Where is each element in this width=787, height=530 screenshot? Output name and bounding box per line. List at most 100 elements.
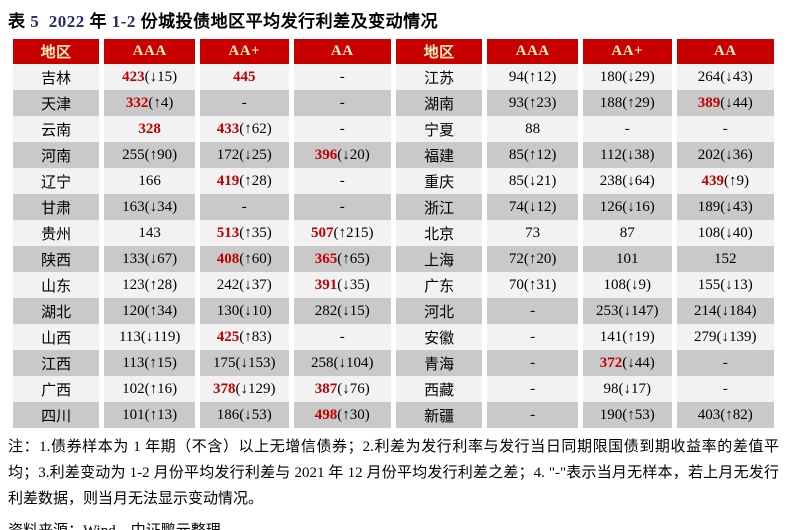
spread-change: (↑28) — [144, 276, 178, 293]
spread-value: 120 — [122, 302, 145, 319]
spread-value: 408 — [216, 250, 240, 267]
spread-cell: 73 — [487, 220, 579, 246]
spread-value: 186 — [216, 406, 240, 423]
spread-value: - — [339, 172, 345, 189]
spread-change: (↓17) — [618, 380, 652, 397]
spread-value: 141 — [599, 328, 623, 345]
spread-change: (↑19) — [622, 328, 655, 345]
spread-change: (↓10) — [239, 302, 272, 319]
table-row: 四川 101(↑13) 186(↓53) 498(↑30) 新疆 -190(↑53) 403… — [13, 402, 774, 428]
region-cell: 北京 — [395, 220, 483, 246]
table-row: 广西 102(↑16) 378(↓129) 387(↓76) 西藏 -98(↓17) - — [13, 376, 774, 402]
spread-cell: 113(↑15) — [104, 350, 196, 376]
column-header-region: 地区 — [13, 39, 100, 64]
spread-change: (↓12) — [523, 198, 557, 215]
title-segment: 1-2 — [111, 12, 136, 31]
spread-cell: 113(↓119) — [104, 324, 196, 350]
spread-cell: 408(↑60) — [200, 246, 289, 272]
spread-value: 172 — [216, 146, 240, 163]
table-row: 吉林 423(↓15) 445- 江苏 94(↑12) 180(↓29) 264(↓43) — [13, 64, 774, 90]
region-cell: 湖南 — [395, 90, 483, 116]
spread-change: (↓21) — [523, 172, 557, 189]
spread-change: (↑16) — [144, 380, 178, 397]
spread-change: (↑23) — [523, 94, 557, 111]
table-row: 湖北 120(↑34) 130(↓10) 282(↓15) 河北 -253(↓147) 21… — [13, 298, 774, 324]
spread-value: 391 — [314, 276, 338, 293]
spread-cell: 70(↑31) — [487, 272, 579, 298]
table-row: 山东 123(↑28) 242(↓37) 391(↓35) 广东 70(↑31) 108(↓… — [13, 272, 774, 298]
column-header-rating: AA+ — [200, 39, 289, 64]
title-segment: 2022 — [48, 12, 85, 31]
spread-change: (↓184) — [716, 302, 757, 319]
spread-change: (↓64) — [622, 172, 655, 189]
table-notes: 注：1.债券样本为 1 年期（不含）以上无增信债券；2.利差为发行利率与发行当日… — [8, 439, 779, 507]
spread-cell: 332(↑4) — [104, 90, 196, 116]
spread-value: 180 — [599, 68, 623, 85]
spread-change: (↓44) — [622, 354, 655, 371]
spread-cell: 255(↑90) — [104, 142, 196, 168]
data-source: 资料来源：Wind，中证鹏元整理 — [8, 519, 779, 530]
spread-cell: 175(↓153) — [200, 350, 289, 376]
title-segment: 份城投债地区平均发行利差及变动情况 — [135, 12, 439, 31]
spread-value: 242 — [216, 276, 240, 293]
spread-value: 85 — [508, 146, 524, 163]
spread-cell: - — [293, 168, 391, 194]
spread-change: (↑13) — [144, 406, 178, 423]
spread-value: 175 — [213, 354, 236, 371]
spread-cell: - — [583, 116, 672, 142]
spread-value: 112 — [600, 146, 622, 163]
spread-change: (↓29) — [622, 68, 655, 85]
spread-value: 72 — [508, 250, 524, 267]
spread-value: 190 — [599, 406, 623, 423]
table-title: 表 5 2022 年 1-2 份城投债地区平均发行利差及变动情况 — [8, 7, 779, 32]
spread-change: (↓36) — [720, 146, 753, 163]
region-cell: 甘肃 — [13, 194, 100, 220]
spread-cell: 264(↓43) — [676, 64, 774, 90]
spread-cell: - — [293, 64, 391, 90]
spread-cell: - — [293, 116, 391, 142]
region-cell: 吉林 — [13, 64, 100, 90]
spread-value: 101 — [616, 250, 639, 267]
spread-cell: 253(↓147) — [583, 298, 672, 324]
table-row: 山西 113(↓119) 425(↑83) - 安徽 -141(↑19) 279(↓139) — [13, 324, 774, 350]
spread-cell: 108(↓9) — [583, 272, 672, 298]
spread-value: 101 — [122, 406, 145, 423]
spread-cell: 328 — [104, 116, 196, 142]
spread-cell: 98(↓17) — [583, 376, 672, 402]
spread-change: (↓44) — [720, 94, 753, 111]
spread-cell: 423(↓15) — [104, 64, 196, 90]
spread-value: 152 — [714, 250, 737, 267]
spread-value: 108 — [697, 224, 721, 241]
region-cell: 湖北 — [13, 298, 100, 324]
region-cell: 广西 — [13, 376, 100, 402]
spread-cell: 498(↑30) — [293, 402, 391, 428]
spread-value: - — [339, 328, 345, 345]
spread-value: 108 — [603, 276, 627, 293]
spread-change: (↓40) — [720, 224, 753, 241]
spread-change: (↑65) — [337, 250, 370, 267]
spread-cell: - — [487, 350, 579, 376]
spread-cell: 238(↓64) — [583, 168, 672, 194]
spread-change: (↑62) — [239, 120, 272, 137]
spread-value: - — [530, 406, 536, 423]
spread-value: 113 — [122, 354, 145, 371]
spread-cell: 445 — [200, 64, 289, 90]
spread-value: 253 — [596, 302, 619, 319]
spread-value: 378 — [213, 380, 236, 397]
spread-value: 282 — [314, 302, 338, 319]
spread-value: 126 — [599, 198, 623, 215]
spread-cell: 123(↑28) — [104, 272, 196, 298]
title-segment — [39, 12, 49, 31]
spread-cell: - — [293, 324, 391, 350]
spread-change: (↑34) — [144, 302, 178, 319]
spread-cell: - — [487, 402, 579, 428]
spread-value: 87 — [619, 224, 635, 241]
spread-cell: 282(↓15) — [293, 298, 391, 324]
table-row: 贵州 143 513(↑35) 507(↑215) 北京 73 87 108(↓40) — [13, 220, 774, 246]
spread-cell: 214(↓184) — [676, 298, 774, 324]
spread-cell: - — [293, 194, 391, 220]
spread-cell: 372(↓44) — [583, 350, 672, 376]
spread-cell: 152 — [676, 246, 774, 272]
region-cell: 江苏 — [395, 64, 483, 90]
